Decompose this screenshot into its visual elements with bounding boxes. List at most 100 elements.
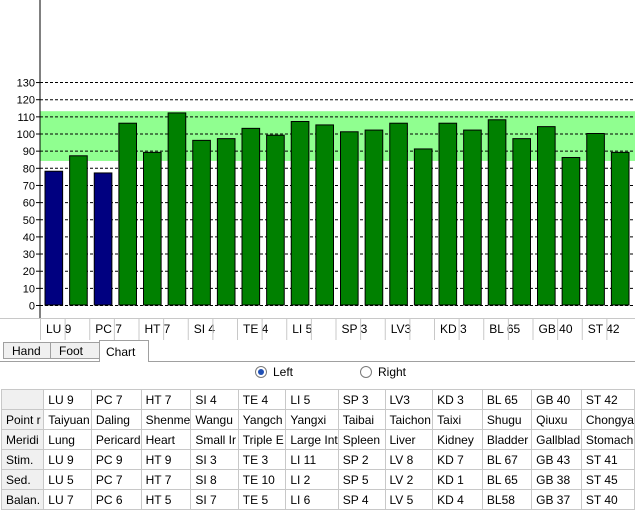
chart-bar bbox=[463, 129, 482, 306]
table-cell[interactable]: LU 7 bbox=[43, 489, 92, 510]
x-tick-label: SI 4 bbox=[194, 322, 216, 336]
table-cell[interactable]: KD 4 bbox=[432, 489, 483, 510]
table-cell[interactable]: LV 8 bbox=[384, 449, 434, 470]
chart-bar bbox=[290, 120, 310, 306]
table-cell[interactable]: Stomach bbox=[580, 429, 635, 450]
table-cell[interactable]: LV3 bbox=[384, 389, 434, 410]
table-cell[interactable]: SP 5 bbox=[337, 469, 386, 490]
table-cell[interactable]: Heart bbox=[140, 429, 192, 450]
table-cell[interactable]: SP 2 bbox=[337, 449, 386, 470]
chart-bar bbox=[438, 122, 458, 306]
table-cell[interactable]: LI 6 bbox=[285, 489, 339, 510]
points-table: LU 9 PC 7 HT 7 SI 4 TE 4 LI 5 SP 3 LV3 KD 3 BL 65… bbox=[0, 389, 635, 510]
table-cell[interactable]: ST 40 bbox=[580, 489, 635, 510]
table-cell[interactable]: Lung bbox=[43, 429, 92, 450]
table-cell[interactable]: BL 65 bbox=[481, 469, 533, 490]
table-cell[interactable]: Gallblad bbox=[531, 429, 582, 450]
table-cell[interactable]: Yangxi bbox=[285, 409, 339, 430]
table-cell[interactable]: HT 5 bbox=[140, 489, 192, 510]
table-cell[interactable]: TE 5 bbox=[237, 489, 287, 510]
table-cell[interactable]: GB 38 bbox=[531, 469, 582, 490]
radio-right[interactable]: Right bbox=[360, 364, 406, 380]
table-cell[interactable]: GB 40 bbox=[531, 389, 582, 410]
table-cell[interactable]: LU 9 bbox=[43, 389, 92, 410]
table-cell[interactable]: SI 4 bbox=[190, 389, 239, 410]
table-cell[interactable]: LV 5 bbox=[384, 489, 434, 510]
tab-foot[interactable]: Foot bbox=[50, 342, 100, 359]
chart-bar bbox=[364, 129, 384, 306]
table-cell[interactable]: Shugu bbox=[481, 409, 533, 430]
row-header-cell[interactable]: Stim. bbox=[0, 449, 45, 470]
table-cell[interactable]: Shenme bbox=[140, 409, 192, 430]
y-tick-label: 30 bbox=[23, 249, 35, 261]
table-cell[interactable]: Triple E bbox=[237, 429, 287, 450]
chart-bar bbox=[315, 124, 334, 306]
table-cell[interactable]: Daling bbox=[90, 409, 142, 430]
table-cell[interactable]: SI 3 bbox=[190, 449, 239, 470]
table-cell[interactable]: TE 10 bbox=[237, 469, 287, 490]
table-cell[interactable]: Spleen bbox=[337, 429, 386, 450]
table-cell[interactable]: BL 67 bbox=[481, 449, 533, 470]
radio-left[interactable]: Left bbox=[255, 364, 293, 380]
table-row: Balan. LU 7 PC 6 HT 5 SI 7 TE 5 LI 6 SP 4 LV 5 KD… bbox=[0, 489, 635, 510]
table-cell[interactable]: KD 7 bbox=[432, 449, 483, 470]
table-cell[interactable]: HT 7 bbox=[140, 389, 192, 410]
table-cell[interactable]: SP 3 bbox=[337, 389, 386, 410]
table-cell[interactable]: SP 4 bbox=[337, 489, 386, 510]
row-header-cell[interactable]: Meridi bbox=[0, 429, 45, 450]
table-cell[interactable]: GB 37 bbox=[531, 489, 582, 510]
table-cell[interactable]: Yangch bbox=[237, 409, 287, 430]
table-cell[interactable]: HT 7 bbox=[140, 469, 192, 490]
table-cell[interactable]: KD 1 bbox=[432, 469, 483, 490]
table-row: Sed. LU 5 PC 7 HT 7 SI 8 TE 10 LI 2 SP 5 LV 2 KD … bbox=[0, 469, 635, 490]
table-cell[interactable]: HT 9 bbox=[140, 449, 192, 470]
table-cell[interactable]: PC 7 bbox=[90, 389, 142, 410]
table-cell[interactable]: SI 7 bbox=[190, 489, 239, 510]
y-tick-label: 20 bbox=[23, 266, 35, 278]
table-cell[interactable]: Taiyuan bbox=[43, 409, 92, 430]
table-cell[interactable]: Large Int bbox=[285, 429, 339, 450]
tab-chart[interactable]: Chart bbox=[99, 340, 149, 362]
table-cell[interactable]: Taibai bbox=[337, 409, 386, 430]
x-tick-label: PC 7 bbox=[95, 322, 122, 336]
table-cell[interactable]: TE 4 bbox=[237, 389, 287, 410]
table-cell[interactable]: LU 5 bbox=[43, 469, 92, 490]
table-cell[interactable]: Taixi bbox=[432, 409, 483, 430]
table-cell[interactable]: ST 45 bbox=[580, 469, 635, 490]
table-cell[interactable]: Chongya bbox=[580, 409, 635, 430]
table-cell[interactable]: Qiuxu bbox=[531, 409, 582, 430]
radio-right-button[interactable] bbox=[360, 366, 372, 378]
table-cell[interactable]: PC 9 bbox=[90, 449, 142, 470]
table-cell[interactable]: SI 8 bbox=[190, 469, 239, 490]
table-cell[interactable]: PC 7 bbox=[90, 469, 142, 490]
table-cell[interactable]: Taichon bbox=[384, 409, 434, 430]
table-cell[interactable]: GB 43 bbox=[531, 449, 582, 470]
table-cell[interactable]: Kidney bbox=[432, 429, 483, 450]
y-tick-label: 80 bbox=[23, 163, 35, 175]
row-header-cell[interactable] bbox=[0, 389, 45, 410]
table-cell[interactable]: Pericard bbox=[90, 429, 142, 450]
table-cell[interactable]: LI 2 bbox=[285, 469, 339, 490]
table-cell[interactable]: LU 9 bbox=[43, 449, 92, 470]
table-cell[interactable]: BL58 bbox=[481, 489, 533, 510]
table-cell[interactable]: ST 41 bbox=[580, 449, 635, 470]
row-header-cell[interactable]: Balan. bbox=[0, 489, 45, 510]
table-cell[interactable]: LV 2 bbox=[384, 469, 434, 490]
radio-left-button[interactable] bbox=[255, 366, 267, 378]
table-cell[interactable]: Bladder bbox=[481, 429, 533, 450]
table-cell[interactable]: LI 11 bbox=[285, 449, 339, 470]
table-cell[interactable]: TE 3 bbox=[237, 449, 287, 470]
table-cell[interactable]: BL 65 bbox=[481, 389, 533, 410]
tab-hand[interactable]: Hand bbox=[3, 342, 51, 359]
table-cell[interactable]: PC 6 bbox=[90, 489, 142, 510]
table-cell[interactable]: Small Ir bbox=[190, 429, 239, 450]
table-cell[interactable]: Liver bbox=[384, 429, 434, 450]
table-cell[interactable]: Wangu bbox=[190, 409, 239, 430]
tab-underline bbox=[149, 361, 635, 362]
chart-bar bbox=[512, 138, 531, 306]
table-cell[interactable]: LI 5 bbox=[285, 389, 339, 410]
table-cell[interactable]: KD 3 bbox=[432, 389, 483, 410]
row-header-cell[interactable]: Sed. bbox=[0, 469, 45, 490]
row-header-cell[interactable]: Point r bbox=[0, 409, 45, 430]
table-cell[interactable]: ST 42 bbox=[580, 389, 635, 410]
